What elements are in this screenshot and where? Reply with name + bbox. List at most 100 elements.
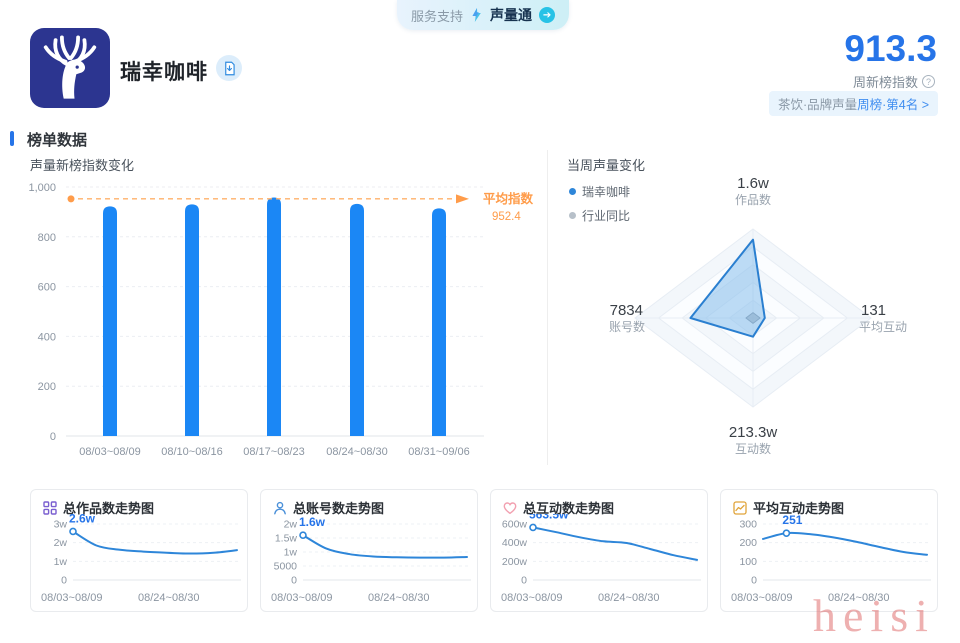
legend-label: 瑞幸咖啡 <box>582 185 631 199</box>
svg-text:563.5w: 563.5w <box>529 514 569 521</box>
legend-item-brand[interactable]: 瑞幸咖啡 <box>569 183 630 200</box>
x-axis-label: 08/03~08/09 <box>271 592 333 604</box>
radar-legend: 瑞幸咖啡 行业同比 <box>569 183 630 224</box>
svg-text:0: 0 <box>291 575 297 587</box>
card-total-works: 总作品数走势图 3w 2w 1w 0 2.6w 08/03~08/09 08/24~08… <box>30 489 248 612</box>
x-axis-label: 08/03~08/09 <box>41 592 103 604</box>
svg-text:1w: 1w <box>284 547 298 559</box>
card-title: 总作品数走势图 <box>63 501 155 516</box>
svg-text:600w: 600w <box>502 519 528 531</box>
score-label: 周新榜指数 <box>852 75 918 90</box>
card-header: 平均互动走势图 <box>733 498 844 517</box>
score-label-row: 周新榜指数 ? <box>853 72 935 91</box>
card-title: 总互动数走势图 <box>523 501 615 516</box>
svg-text:作品数: 作品数 <box>735 192 771 207</box>
card-total-interactions: 总互动数走势图 600w 400w 200w 0 563.5w 08/03~08/09 … <box>490 489 708 612</box>
svg-text:08/10~08/16: 08/10~08/16 <box>161 446 222 458</box>
svg-text:0: 0 <box>50 431 56 443</box>
card-avg-interaction: 平均互动走势图 300 200 100 0 251 08/03~08/09 08/24~… <box>720 489 938 612</box>
section-accent-bar <box>10 131 14 146</box>
svg-text:平均指数: 平均指数 <box>483 191 534 206</box>
weekly-index-bar-chart: 0 200 400 600 800 1,000 08/03~08/09 08/10~08/16… <box>28 182 534 458</box>
svg-text:0: 0 <box>61 575 67 587</box>
svg-text:0: 0 <box>751 575 757 587</box>
section-title: 榜单数据 <box>27 132 88 149</box>
svg-text:800: 800 <box>38 232 56 244</box>
svg-text:1.5w: 1.5w <box>275 533 298 545</box>
svg-text:400w: 400w <box>502 537 528 549</box>
x-axis-label: 08/24~08/30 <box>828 592 890 604</box>
svg-text:251: 251 <box>782 514 802 527</box>
total-interactions-line-chart: 600w 400w 200w 0 563.5w <box>502 514 701 587</box>
x-axis-label: 08/24~08/30 <box>368 592 430 604</box>
x-axis-label: 08/03~08/09 <box>501 592 563 604</box>
svg-text:213.3w: 213.3w <box>729 424 778 441</box>
total-accounts-line-chart: 2w 1.5w 1w 5000 0 1.6w <box>274 515 471 587</box>
deer-icon <box>43 35 97 99</box>
card-header: 总账号数走势图 <box>273 498 384 517</box>
service-support-label: 服务支持 <box>411 8 464 24</box>
card-header: 总互动数走势图 <box>503 498 614 517</box>
rank-badge[interactable]: 茶饮·品牌声量周榜·第4名 > <box>768 91 938 116</box>
legend-label: 行业同比 <box>582 209 631 223</box>
avg-interaction-line-chart: 300 200 100 0 251 <box>739 514 931 587</box>
brand-tool-label: 声量通 <box>490 7 533 23</box>
svg-text:08/24~08/30: 08/24~08/30 <box>326 446 387 458</box>
card-total-accounts: 总账号数走势图 2w 1.5w 1w 5000 0 1.6w 08/03~08/09 08… <box>260 489 478 612</box>
svg-text:952.4: 952.4 <box>492 211 521 223</box>
svg-text:08/31~09/06: 08/31~09/06 <box>408 446 469 458</box>
svg-text:3w: 3w <box>54 519 68 531</box>
svg-text:08/03~08/09: 08/03~08/09 <box>79 446 140 458</box>
watermark: heisi <box>813 590 935 641</box>
svg-text:300: 300 <box>739 519 757 531</box>
card-title: 平均互动走势图 <box>753 501 845 516</box>
legend-dot-blue <box>569 188 576 195</box>
x-axis-label: 08/24~08/30 <box>598 592 660 604</box>
card-header: 总作品数走势图 <box>43 498 154 517</box>
svg-text:1.6w: 1.6w <box>299 515 326 529</box>
svg-text:互动数: 互动数 <box>735 441 771 456</box>
svg-text:平均互动: 平均互动 <box>859 320 907 334</box>
svg-text:0: 0 <box>521 575 527 587</box>
grid-icon <box>43 500 57 515</box>
bar-chart-title: 声量新榜指数变化 <box>30 158 135 173</box>
svg-text:7834: 7834 <box>610 302 643 319</box>
svg-text:2w: 2w <box>284 519 298 531</box>
svg-text:400: 400 <box>38 331 56 343</box>
svg-text:200: 200 <box>739 537 757 549</box>
svg-text:200w: 200w <box>502 556 528 568</box>
total-works-line-chart: 3w 2w 1w 0 2.6w <box>54 514 241 587</box>
x-axis-label: 08/03~08/09 <box>731 592 793 604</box>
svg-text:131: 131 <box>861 302 886 319</box>
svg-text:1.6w: 1.6w <box>737 175 769 192</box>
svg-text:账号数: 账号数 <box>609 319 645 334</box>
rank-badge-category: 茶饮·品牌声量 <box>777 98 858 112</box>
info-icon[interactable]: ? <box>922 75 935 88</box>
svg-text:600: 600 <box>38 282 56 294</box>
x-axis-label: 08/24~08/30 <box>138 592 200 604</box>
svg-text:200: 200 <box>38 381 56 393</box>
card-title: 总账号数走势图 <box>293 501 385 516</box>
svg-text:2w: 2w <box>54 537 68 549</box>
report-download-button[interactable] <box>216 55 242 81</box>
heart-icon <box>503 501 517 514</box>
legend-dot-gray <box>569 212 576 219</box>
arrow-circle-icon[interactable]: ➔ <box>539 7 556 23</box>
vertical-divider <box>547 150 548 465</box>
service-support-pill[interactable]: 服务支持 声量通 ➔ <box>397 0 570 30</box>
radar-chart-title: 当周声量变化 <box>567 158 646 173</box>
document-download-icon <box>224 61 235 75</box>
svg-text:100: 100 <box>739 556 757 568</box>
svg-text:1,000: 1,000 <box>28 182 56 194</box>
svg-text:2.6w: 2.6w <box>69 514 96 525</box>
svg-text:5000: 5000 <box>274 561 298 573</box>
svg-text:08/17~08/23: 08/17~08/23 <box>243 446 304 458</box>
rank-badge-rank: 周榜·第4名 > <box>857 98 929 112</box>
brand-logo <box>30 28 110 108</box>
legend-item-industry[interactable]: 行业同比 <box>569 207 630 224</box>
trend-icon <box>733 500 747 515</box>
user-icon <box>274 501 286 514</box>
brand-name: 瑞幸咖啡 <box>120 61 208 84</box>
